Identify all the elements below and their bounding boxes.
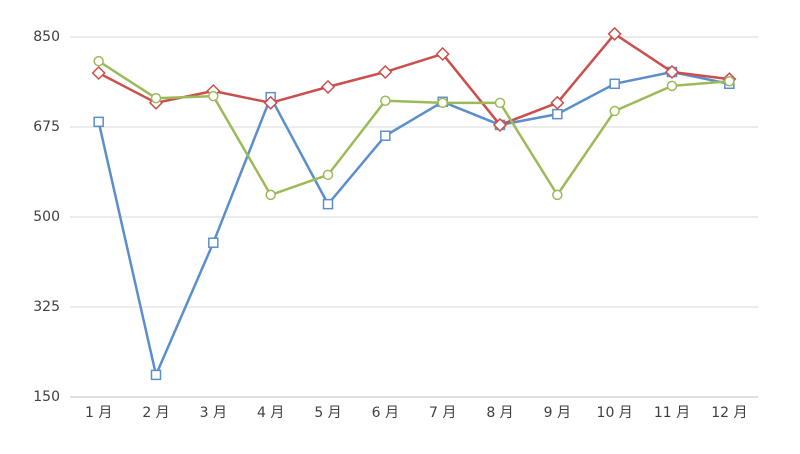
marker (91, 65, 106, 81)
series-line (98, 32, 730, 127)
marker (724, 75, 735, 87)
marker (435, 46, 450, 62)
y-tick-label: 325 (33, 299, 60, 315)
marker (265, 189, 276, 201)
marker (437, 97, 448, 109)
x-tick-label: 6 月 (372, 405, 399, 421)
marker (552, 108, 563, 120)
marker (263, 95, 278, 110)
marker (492, 117, 508, 133)
x-tick-label: 2 月 (142, 405, 169, 421)
x-tick-label: 11 月 (654, 405, 690, 421)
y-tick-label: 500 (33, 209, 60, 225)
marker (380, 95, 391, 107)
x-tick-label: 8 月 (486, 405, 513, 421)
series-line (97, 70, 730, 377)
x-tick-label: 5 月 (314, 405, 341, 421)
x-tick-label: 4 月 (257, 405, 284, 421)
marker (150, 369, 162, 381)
x-tick-label: 7 月 (429, 405, 456, 421)
y-tick-label: 150 (33, 389, 60, 405)
marker (322, 169, 334, 181)
marker (378, 64, 393, 80)
x-tick-label: 1 月 (85, 405, 112, 421)
marker (494, 97, 506, 109)
marker (150, 92, 162, 104)
marker (322, 198, 334, 210)
x-tick-label: 12 月 (711, 405, 747, 421)
marker (93, 55, 104, 67)
marker (664, 64, 680, 80)
marker (550, 95, 565, 110)
x-tick-label: 9 月 (544, 405, 571, 421)
x-tick-label: 3 月 (200, 405, 227, 421)
marker (380, 130, 391, 141)
marker (666, 80, 678, 92)
marker (607, 26, 622, 41)
marker (609, 105, 620, 117)
marker (93, 116, 104, 128)
marker (208, 90, 219, 102)
marker (609, 78, 620, 90)
y-tick-label: 675 (33, 119, 60, 135)
series-line (97, 60, 730, 197)
marker (552, 189, 563, 201)
marker (320, 79, 336, 94)
y-tick-label: 850 (33, 29, 60, 45)
marker (208, 237, 219, 248)
x-tick-label: 10 月 (597, 405, 633, 421)
